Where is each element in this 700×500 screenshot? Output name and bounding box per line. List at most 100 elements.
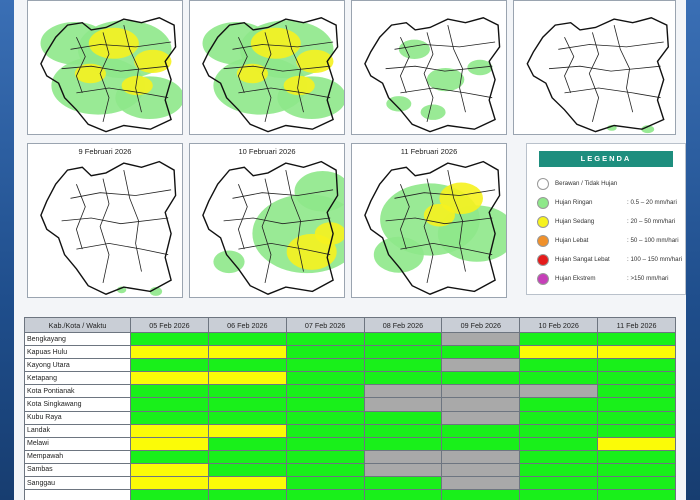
regency-boundary bbox=[588, 32, 600, 122]
regency-boundary bbox=[400, 87, 493, 99]
regency-name-cell: Kayong Utara bbox=[24, 358, 131, 373]
rain-level-cell bbox=[519, 462, 599, 478]
regency-name-cell: Bengkayang bbox=[24, 331, 131, 347]
legend-swatch bbox=[537, 273, 549, 285]
regency-boundary bbox=[399, 184, 410, 250]
regency-boundary bbox=[558, 41, 664, 50]
rain-level-cell bbox=[130, 449, 209, 464]
rain-level-cell bbox=[130, 345, 209, 360]
rain-level-cell bbox=[207, 489, 287, 500]
rain-level-cell bbox=[285, 462, 365, 478]
regency-boundary bbox=[223, 65, 331, 72]
rain-level-cell bbox=[363, 358, 443, 373]
rain-level-cell bbox=[130, 384, 209, 399]
map-date: 9 Februari 2026 bbox=[78, 147, 132, 156]
regency-boundary bbox=[75, 37, 86, 94]
rain-level-cell bbox=[597, 345, 676, 360]
regency-boundary bbox=[394, 189, 496, 199]
rain-level-cell bbox=[285, 436, 365, 451]
rain-level-cell bbox=[285, 358, 365, 373]
table-corner-header: Kab./Kota / Waktu bbox=[24, 317, 131, 333]
table-row: Kapuas Hulu bbox=[24, 345, 676, 360]
legend-item: Hujan Sedang : 20 – 50 mm/hari bbox=[537, 215, 685, 229]
rain-level-cell bbox=[363, 410, 443, 425]
province-outline bbox=[202, 17, 339, 133]
rain-level-cell bbox=[207, 476, 287, 491]
rain-area bbox=[437, 205, 506, 262]
rain-area bbox=[439, 182, 483, 215]
legend-swatch bbox=[537, 216, 549, 228]
legend-label: Hujan Lebat bbox=[555, 237, 589, 244]
table-row: Melawi bbox=[24, 436, 676, 451]
map-panel bbox=[189, 0, 345, 135]
left-border-band bbox=[0, 0, 14, 500]
map-canvas bbox=[364, 17, 501, 133]
regency-boundary bbox=[564, 37, 575, 94]
rain-level-cell bbox=[285, 384, 365, 399]
rain-level-cell bbox=[363, 462, 443, 478]
rain-area bbox=[641, 125, 655, 134]
legend-range: : >150 mm/hari bbox=[627, 275, 669, 282]
date-column-header: 07 Feb 2026 bbox=[285, 317, 365, 333]
rain-area bbox=[426, 68, 465, 92]
regency-boundary bbox=[400, 242, 493, 256]
regency-name-cell: Kubu Raya bbox=[24, 410, 131, 425]
regency-name-cell: Kota Singkawang bbox=[24, 397, 131, 412]
rain-level-cell bbox=[597, 449, 676, 464]
map-canvas bbox=[364, 160, 506, 295]
rain-area bbox=[236, 63, 268, 84]
regency-boundary bbox=[232, 189, 334, 199]
legend-label: Hujan Ringan bbox=[555, 199, 593, 206]
rain-level-cell bbox=[441, 384, 521, 399]
rain-level-cell bbox=[597, 436, 676, 451]
rain-area bbox=[420, 104, 446, 120]
regency-boundary bbox=[99, 32, 110, 122]
regency-boundary bbox=[385, 65, 493, 72]
rain-level-cell bbox=[597, 371, 676, 386]
regency-boundary bbox=[423, 32, 434, 122]
province-outline bbox=[364, 17, 501, 133]
rain-level-cell bbox=[519, 423, 599, 438]
rain-level-cell bbox=[130, 489, 209, 500]
legend-swatch bbox=[537, 178, 549, 190]
rain-level-cell bbox=[441, 423, 521, 438]
regency-boundary bbox=[123, 25, 142, 113]
rain-level-cell bbox=[597, 462, 676, 478]
regency-boundary bbox=[223, 217, 331, 225]
legend-label: Hujan Sedang bbox=[555, 218, 595, 225]
rain-level-cell bbox=[441, 410, 521, 425]
table-row: Ketapang bbox=[24, 371, 676, 386]
rain-area bbox=[149, 286, 163, 296]
rain-level-cell bbox=[130, 397, 209, 412]
legend-label: Hujan Sangat Lebat bbox=[555, 256, 610, 263]
legend-label: Hujan Ekstrem bbox=[555, 275, 596, 282]
regency-boundary bbox=[394, 41, 496, 50]
regency-name-cell: Mempawah bbox=[24, 449, 131, 464]
rain-level-cell bbox=[441, 449, 521, 464]
regency-boundary bbox=[548, 65, 661, 72]
rain-level-cell bbox=[519, 358, 599, 373]
date-column-header: 11 Feb 2026 bbox=[597, 317, 676, 333]
province-outline bbox=[364, 160, 501, 295]
date-column-header: 10 Feb 2026 bbox=[519, 317, 599, 333]
table-row: Kota Singkawang bbox=[24, 397, 676, 412]
rain-level-cell bbox=[363, 476, 443, 491]
rain-level-cell bbox=[285, 476, 365, 491]
rain-level-cell bbox=[597, 384, 676, 399]
rain-level-cell bbox=[363, 449, 443, 464]
rain-level-cell bbox=[363, 423, 443, 438]
rain-level-cell bbox=[207, 462, 287, 478]
rain-level-cell bbox=[597, 489, 676, 500]
regency-name-cell: Melawi bbox=[24, 436, 131, 451]
regency-boundary bbox=[285, 25, 304, 113]
map-panel: 11 Februari 2026 bbox=[351, 143, 507, 298]
map-canvas bbox=[202, 17, 344, 133]
map-date: 10 Februari 2026 bbox=[238, 147, 296, 156]
regency-boundary bbox=[76, 242, 169, 256]
rain-level-cell bbox=[519, 345, 599, 360]
rain-level-cell bbox=[597, 423, 676, 438]
table-row: Mempawah bbox=[24, 449, 676, 464]
rain-level-cell bbox=[519, 397, 599, 412]
rain-level-cell bbox=[207, 384, 287, 399]
rain-area bbox=[88, 27, 139, 59]
